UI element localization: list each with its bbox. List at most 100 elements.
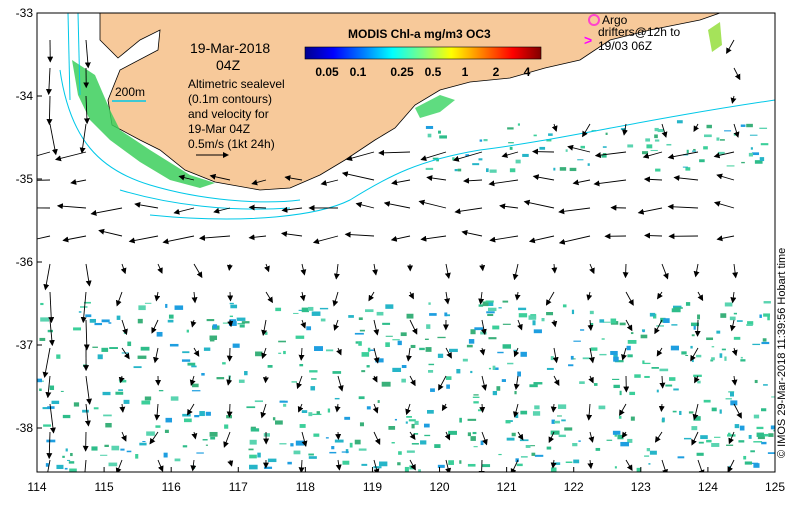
- chl-patch: [91, 446, 97, 450]
- chl-patch: [763, 338, 767, 341]
- map-time: 04Z: [216, 57, 241, 73]
- chl-patch: [308, 412, 312, 416]
- chl-patch: [704, 134, 712, 137]
- chl-patch: [730, 392, 734, 397]
- chl-patch: [603, 322, 610, 323]
- chl-patch: [761, 143, 769, 145]
- chl-patch: [358, 341, 362, 346]
- chl-patch: [596, 448, 601, 451]
- chl-patch: [535, 455, 543, 457]
- chl-patch: [700, 435, 708, 439]
- chl-patch: [634, 374, 640, 377]
- chl-patch: [359, 396, 365, 399]
- chl-patch: [674, 307, 683, 309]
- chl-patch: [207, 319, 215, 321]
- chl-patch: [407, 450, 415, 452]
- colorbar-tick-label: 0.25: [390, 65, 414, 79]
- chl-patch: [127, 342, 131, 346]
- chl-patch: [561, 419, 565, 421]
- chl-patch: [39, 338, 45, 341]
- chl-patch: [46, 463, 49, 467]
- y-tick-label: -37: [16, 338, 34, 352]
- chl-patch: [568, 364, 573, 366]
- chl-patch: [532, 320, 535, 325]
- chl-patch: [685, 167, 690, 170]
- chl-patch: [557, 415, 562, 416]
- chl-patch: [115, 392, 123, 395]
- chl-patch: [518, 123, 520, 125]
- chl-patch: [313, 434, 319, 437]
- chl-patch: [493, 366, 496, 370]
- chl-patch: [761, 342, 769, 344]
- chl-patch: [650, 451, 657, 455]
- chl-patch: [515, 414, 518, 418]
- chl-patch: [392, 442, 395, 443]
- chl-patch: [85, 314, 91, 317]
- velocity-arrow: [229, 404, 230, 417]
- chl-patch: [620, 391, 622, 395]
- chl-patch: [455, 169, 458, 171]
- chl-patch: [763, 313, 770, 316]
- x-tick-label: 121: [497, 480, 517, 494]
- y-tick-label: -35: [16, 172, 34, 186]
- chl-patch: [348, 315, 354, 318]
- chl-patch: [488, 308, 496, 311]
- chl-patch: [278, 353, 281, 354]
- chl-patch: [533, 382, 542, 384]
- chl-patch: [655, 169, 660, 172]
- chl-patch: [350, 443, 353, 448]
- chl-patch: [438, 465, 445, 468]
- chl-patch: [754, 415, 759, 419]
- chl-patch: [534, 135, 537, 137]
- chl-patch: [268, 365, 273, 368]
- chl-patch: [697, 314, 700, 319]
- chl-patch: [599, 319, 604, 322]
- chl-patch: [468, 419, 477, 421]
- chl-patch: [684, 438, 691, 439]
- chl-patch: [141, 347, 150, 351]
- chl-patch: [749, 153, 753, 157]
- chl-patch: [726, 398, 732, 399]
- chl-patch: [446, 376, 452, 380]
- chl-patch: [725, 302, 733, 306]
- chl-patch: [722, 349, 726, 351]
- drifter-label: 19/03 06Z: [598, 39, 652, 53]
- chl-patch: [448, 431, 457, 435]
- chl-patch: [647, 448, 650, 451]
- chl-patch: [401, 332, 407, 336]
- chl-patch: [699, 159, 705, 162]
- chl-patch: [63, 415, 71, 418]
- chl-patch: [94, 323, 102, 325]
- chl-patch: [470, 436, 475, 441]
- chl-patch: [187, 363, 195, 366]
- chl-patch: [711, 443, 719, 447]
- chl-patch: [438, 131, 441, 134]
- chl-patch: [761, 408, 766, 411]
- chl-patch: [427, 410, 434, 414]
- chl-patch: [751, 147, 753, 149]
- chl-patch: [507, 363, 513, 365]
- chl-patch: [734, 313, 737, 315]
- chl-patch: [681, 351, 686, 354]
- chl-patch: [490, 170, 497, 173]
- chl-patch: [752, 344, 760, 345]
- chl-patch: [407, 314, 414, 319]
- chl-patch: [239, 380, 245, 383]
- chl-patch: [335, 440, 344, 443]
- chl-patch: [430, 388, 435, 392]
- chl-patch: [360, 330, 365, 332]
- chl-patch: [111, 446, 119, 451]
- chl-patch: [184, 419, 192, 423]
- chl-patch: [468, 464, 476, 467]
- chl-patch: [175, 459, 181, 462]
- chl-patch: [590, 323, 593, 325]
- chl-patch: [385, 304, 393, 309]
- chl-patch: [90, 319, 96, 323]
- chl-patch: [741, 162, 745, 163]
- chl-patch: [79, 311, 82, 312]
- chl-patch: [40, 317, 49, 321]
- chl-patch: [134, 366, 142, 368]
- chl-patch: [359, 317, 363, 320]
- chl-patch: [360, 422, 364, 426]
- chl-patch: [287, 462, 291, 465]
